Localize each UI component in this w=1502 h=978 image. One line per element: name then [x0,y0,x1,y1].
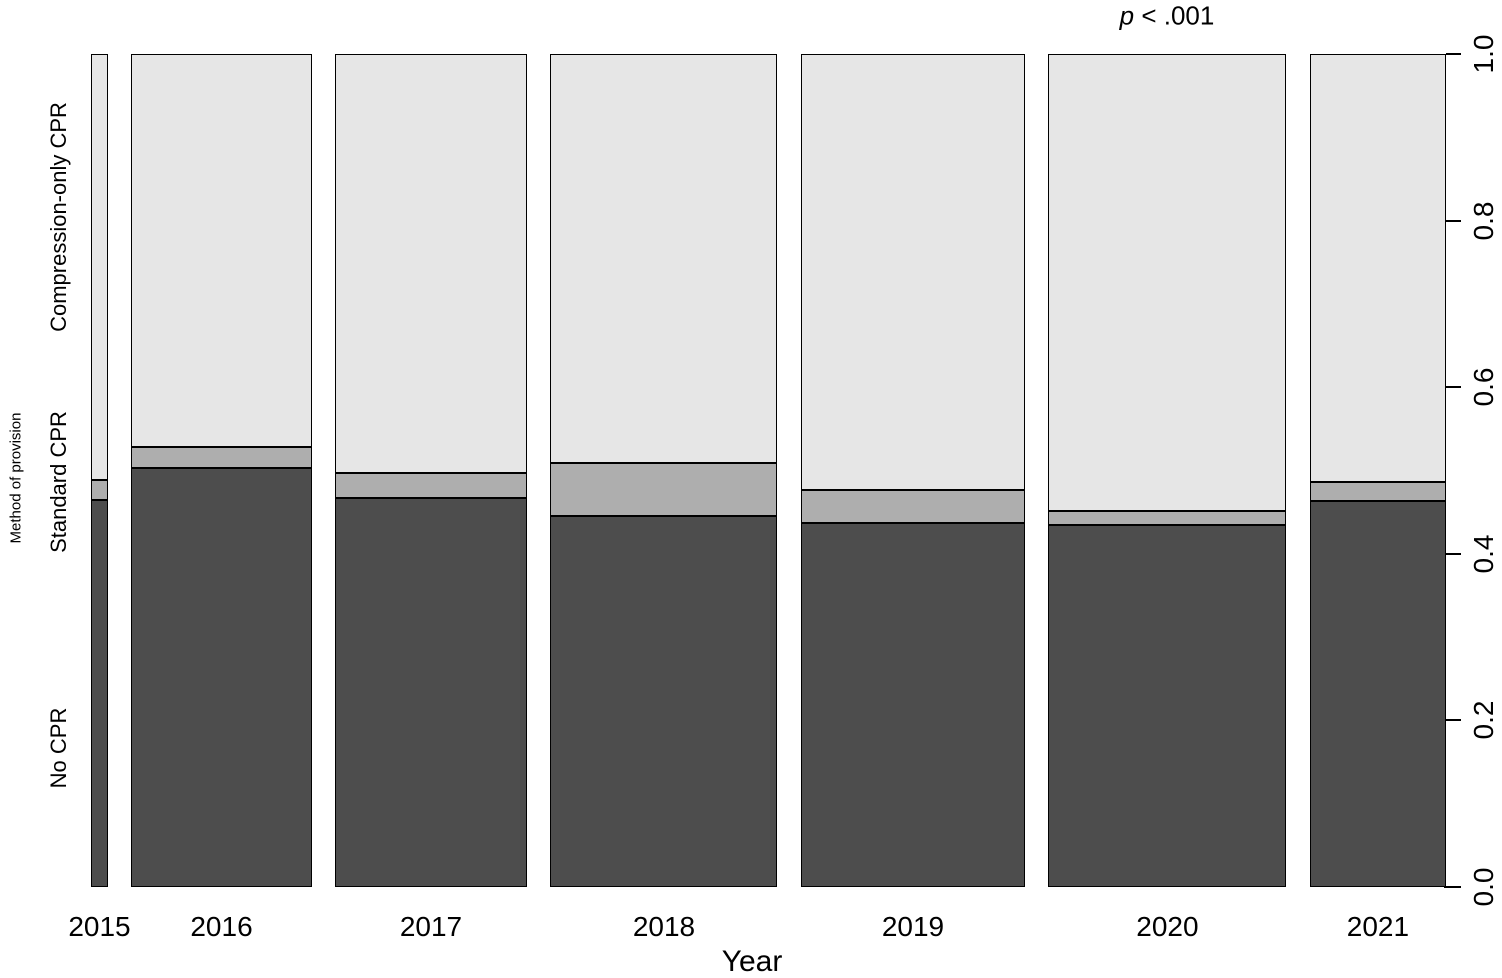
p-value-text: < .001 [1134,0,1215,31]
category-label-standard-cpr: Standard CPR [46,411,71,553]
y-tick-mark-0.4 [1446,552,1461,555]
bar-2019 [800,54,1025,887]
segment-compression-only-cpr [1309,54,1446,483]
segment-standard-cpr [1048,511,1287,525]
x-tick-label-2020: 2020 [1136,911,1199,942]
bar-2020 [1048,54,1287,887]
category-label-no-cpr: No CPR [46,707,71,789]
segment-standard-cpr [550,463,778,517]
segment-no-cpr [335,497,527,887]
segment-compression-only-cpr [335,54,527,473]
segment-no-cpr [1048,524,1287,887]
segment-no-cpr [1309,501,1446,887]
segment-no-cpr [131,467,312,887]
segment-no-cpr [550,516,778,887]
bar-2015 [91,54,108,887]
y-tick-label-0.2: 0.2 [1468,700,1499,740]
bar-2016 [131,54,312,887]
segment-compression-only-cpr [550,54,778,463]
y-axis-title: Method of provision [7,412,25,544]
segment-standard-cpr [1309,482,1446,502]
y-tick-mark-0.8 [1446,219,1461,222]
segment-compression-only-cpr [131,54,312,448]
p-value-annotation: p < .001 [1120,1,1215,32]
y-tick-mark-0.0 [1446,886,1461,888]
y-tick-label-0.6: 0.6 [1468,367,1499,407]
x-tick-label-2019: 2019 [881,911,945,942]
category-label-compression-only-cpr: Compression-only CPR [46,102,71,332]
x-tick-label-2017: 2017 [399,911,463,942]
y-tick-label-0.0: 0.0 [1468,867,1499,907]
y-tick-label-1.0: 1.0 [1468,34,1499,74]
segment-standard-cpr [800,489,1025,523]
x-tick-label-2016: 2016 [190,911,253,942]
y-tick-mark-0.6 [1446,386,1461,389]
x-axis-title: Year [721,945,783,978]
segment-standard-cpr [335,472,527,498]
segment-compression-only-cpr [800,54,1025,490]
segment-compression-only-cpr [1048,54,1287,512]
bar-2018 [550,54,778,887]
segment-standard-cpr [131,447,312,468]
y-tick-mark-0.2 [1446,719,1461,722]
y-tick-mark-1.0 [1446,53,1461,55]
segment-standard-cpr [91,479,108,500]
x-tick-label-2018: 2018 [632,911,696,942]
x-tick-label-2015: 2015 [68,911,131,942]
segment-compression-only-cpr [91,54,108,480]
bar-2021 [1309,54,1446,887]
y-tick-label-0.8: 0.8 [1468,201,1499,241]
segment-no-cpr [800,522,1025,887]
x-tick-label-2021: 2021 [1346,911,1410,942]
bar-2017 [335,54,527,887]
p-value-variable: p [1119,0,1135,31]
y-tick-label-0.4: 0.4 [1468,534,1499,574]
segment-no-cpr [91,499,108,887]
